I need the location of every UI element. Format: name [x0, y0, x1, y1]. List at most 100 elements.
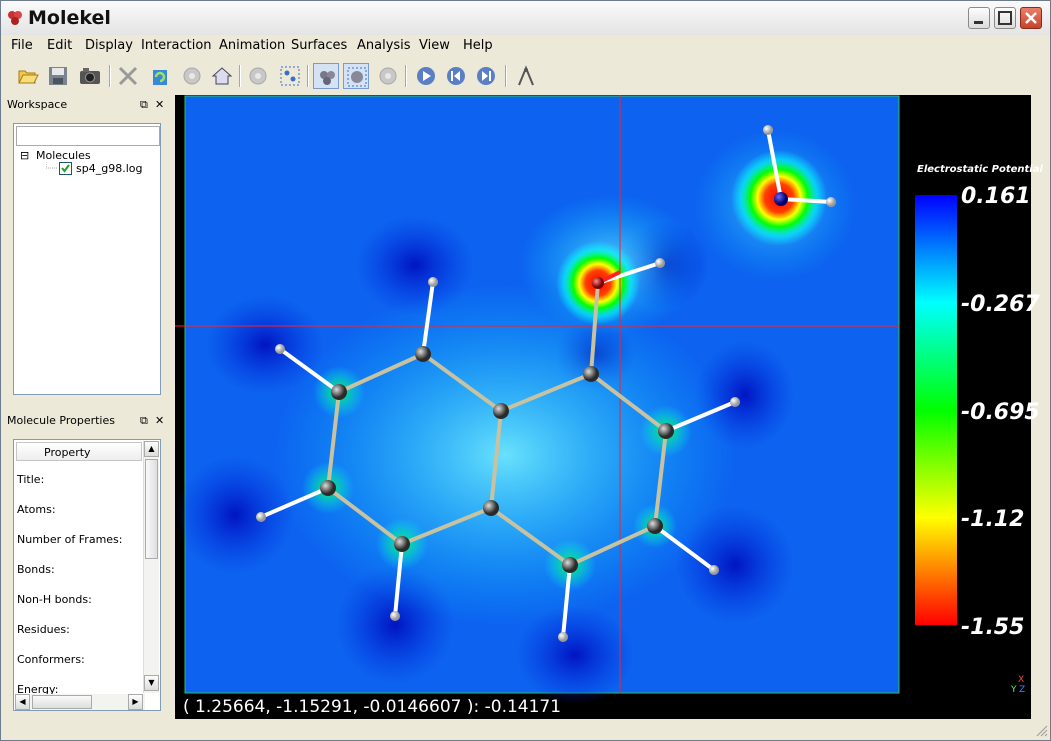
legend-title: Electrostatic Potential [917, 164, 1043, 175]
potential-blue-spot [515, 605, 635, 705]
carbon-atom[interactable] [415, 346, 431, 362]
property-row: Bonds: [17, 563, 55, 576]
disabled-tool-button[interactable] [375, 63, 401, 89]
nitrogen-atom[interactable] [774, 192, 788, 206]
tree-header [16, 126, 160, 146]
window-title: Molekel [28, 7, 111, 29]
refresh-button[interactable] [147, 63, 173, 89]
property-header-label: Property [44, 446, 91, 459]
view-center-button[interactable] [343, 63, 369, 89]
disabled-tool-button[interactable] [245, 63, 271, 89]
hydrogen-atom[interactable] [730, 397, 740, 407]
scroll-down-icon[interactable]: ▼ [144, 675, 159, 691]
rewind-icon [447, 67, 465, 85]
disabled-tool-button[interactable] [179, 63, 205, 89]
maximize-button[interactable] [994, 7, 1016, 29]
float-dock-icon[interactable]: ⧉ [140, 98, 148, 111]
selection-button[interactable] [277, 63, 303, 89]
carbon-atom[interactable] [562, 557, 578, 573]
float-dock-icon[interactable]: ⧉ [140, 414, 148, 427]
scroll-right-icon[interactable]: ▶ [128, 694, 143, 710]
menu-analysis[interactable]: Analysis [357, 38, 411, 53]
oxygen-atom[interactable] [592, 277, 604, 289]
rewind-button[interactable] [443, 63, 469, 89]
scroll-thumb[interactable] [145, 459, 158, 559]
delete-icon [118, 66, 138, 86]
bond [326, 486, 404, 546]
hydrogen-atom[interactable] [275, 344, 285, 354]
hydrogen-atom[interactable] [826, 197, 836, 207]
hydrogen-atom[interactable] [428, 277, 438, 287]
close-dock-icon[interactable]: ✕ [155, 414, 165, 427]
carbon-atom[interactable] [583, 366, 599, 382]
menu-surfaces[interactable]: Surfaces [291, 38, 348, 53]
svg-text:Z: Z [1019, 685, 1025, 695]
horizontal-scrollbar[interactable]: ◀ ▶ [15, 694, 145, 710]
menu-animation[interactable]: Animation [219, 38, 286, 53]
tree-root-molecules[interactable]: Molecules [36, 149, 91, 162]
save-button[interactable] [45, 63, 71, 89]
carbon-atom[interactable] [394, 536, 410, 552]
carbon-atom[interactable] [493, 403, 509, 419]
menu-interaction[interactable]: Interaction [141, 38, 212, 53]
tree-collapse-icon[interactable]: ⊟ [20, 149, 30, 162]
hydrogen-atom[interactable] [390, 611, 400, 621]
hydrogen-atom[interactable] [655, 258, 665, 268]
property-row: Energy: [17, 683, 59, 696]
menu-edit[interactable]: Edit [47, 38, 73, 53]
bond [568, 524, 657, 567]
carbon-atom[interactable] [647, 518, 663, 534]
camera-icon [80, 68, 100, 84]
play-icon [417, 67, 435, 85]
hydrogen-atom[interactable] [709, 565, 719, 575]
svg-text:Y: Y [1010, 685, 1017, 695]
bond [664, 400, 737, 433]
menu-view[interactable]: View [419, 38, 450, 53]
scroll-thumb[interactable] [32, 695, 92, 709]
title-bar[interactable]: Molekel [1, 1, 1050, 35]
forward-icon [477, 67, 495, 85]
close-dock-icon[interactable]: ✕ [155, 98, 165, 111]
molecule-checkbox[interactable] [59, 162, 72, 175]
workspace-dock-title: Workspace ⧉ ✕ [3, 95, 169, 113]
recycle-icon [153, 70, 167, 85]
hydrogen-atom[interactable] [558, 632, 568, 642]
measure-button[interactable] [513, 63, 539, 89]
vertical-scrollbar[interactable]: ▲ ▼ [143, 441, 159, 693]
home-button[interactable] [209, 63, 235, 89]
properties-title: Molecule Properties [7, 414, 115, 427]
bond [421, 280, 435, 356]
minimize-button[interactable] [968, 7, 990, 29]
carbon-atom[interactable] [320, 480, 336, 496]
menu-file[interactable]: File [11, 38, 33, 53]
view-select-button[interactable] [313, 63, 339, 89]
checkmark-icon [61, 164, 70, 173]
menu-help[interactable]: Help [463, 38, 493, 53]
open-button[interactable] [15, 63, 41, 89]
delete-button[interactable] [115, 63, 141, 89]
snapshot-button[interactable] [77, 63, 103, 89]
play-button[interactable] [413, 63, 439, 89]
hydrogen-atom[interactable] [763, 125, 773, 135]
property-row: Number of Frames: [17, 533, 123, 546]
forward-button[interactable] [473, 63, 499, 89]
resize-grip-icon[interactable] [1036, 725, 1048, 737]
scroll-left-icon[interactable]: ◀ [15, 694, 30, 710]
property-column-header[interactable]: Property [16, 442, 142, 461]
molecule-scene[interactable]: X Y Z [175, 95, 1031, 719]
status-bar [1, 721, 1050, 740]
carbon-atoms [320, 346, 674, 573]
carbon-atom[interactable] [331, 384, 347, 400]
bond [653, 524, 716, 572]
carbon-atom[interactable] [658, 423, 674, 439]
hydrogen-atom[interactable] [256, 512, 266, 522]
bond [653, 429, 668, 528]
carbon-atom[interactable] [483, 500, 499, 516]
close-button[interactable] [1020, 7, 1042, 29]
molecule-viewer[interactable]: X Y Z [175, 95, 1031, 719]
menu-display[interactable]: Display [85, 38, 133, 53]
bond [278, 347, 341, 394]
scroll-up-icon[interactable]: ▲ [144, 441, 159, 457]
tree-item-file[interactable]: sp4_g98.log [76, 162, 143, 175]
